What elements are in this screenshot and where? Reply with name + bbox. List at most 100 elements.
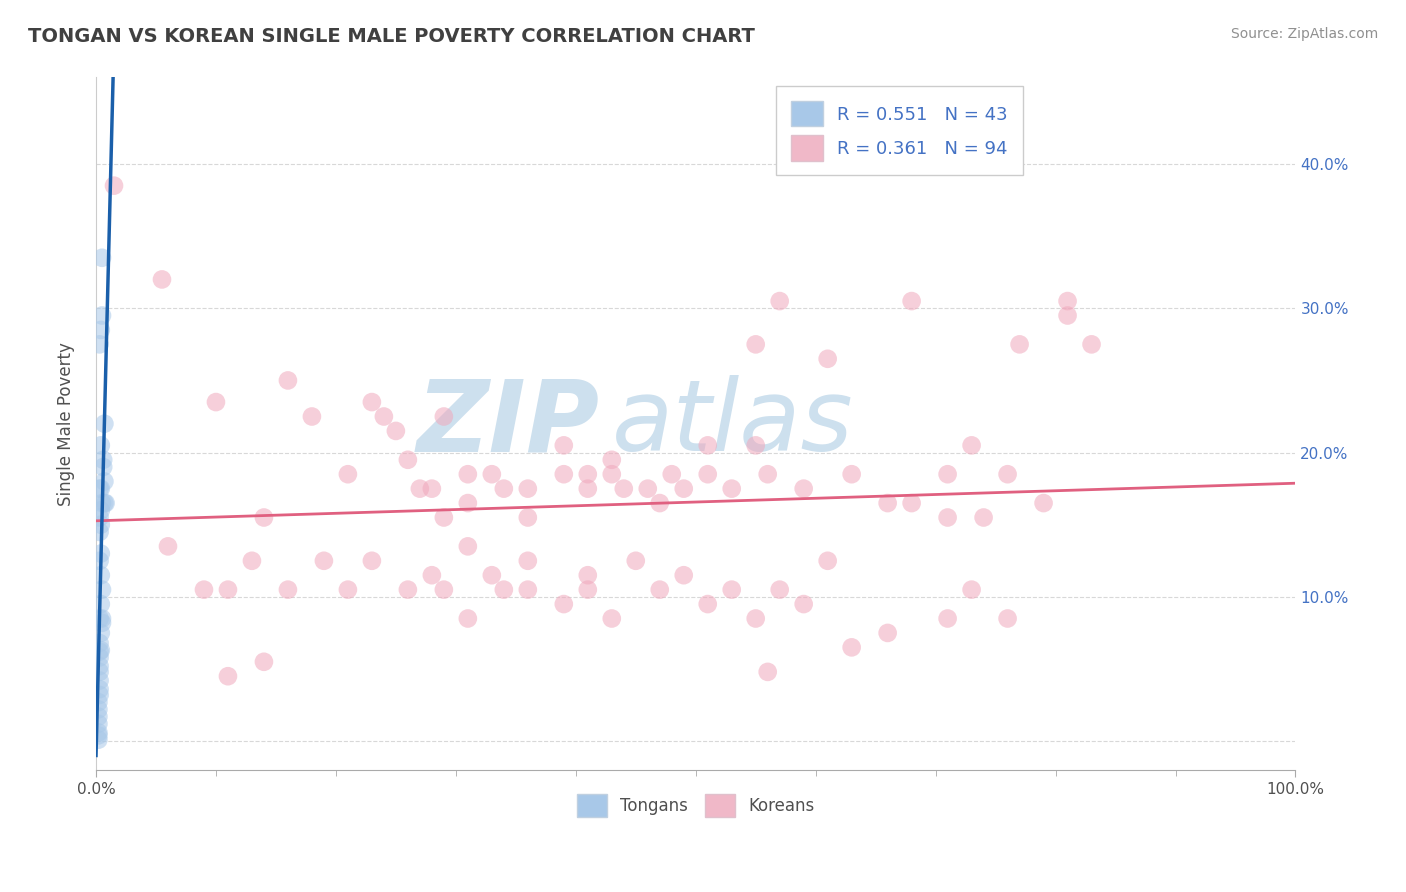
Point [193, 582, 215, 597]
Point [1008, 337, 1031, 351]
Point [672, 482, 695, 496]
Point [87, 728, 110, 742]
Point [420, 482, 443, 496]
Point [756, 467, 779, 482]
Point [89, 337, 111, 351]
Point [720, 582, 742, 597]
Point [150, 272, 173, 286]
Point [433, 409, 456, 424]
Point [93, 475, 115, 489]
Point [576, 568, 599, 582]
Point [744, 611, 766, 625]
Point [516, 554, 538, 568]
Point [900, 294, 922, 309]
Point [91, 582, 114, 597]
Point [87, 716, 110, 731]
Point [457, 496, 479, 510]
Point [696, 467, 718, 482]
Point [87, 695, 110, 709]
Point [385, 424, 408, 438]
Point [90, 503, 112, 517]
Point [91, 251, 114, 265]
Point [156, 540, 179, 554]
Point [973, 510, 995, 524]
Legend: Tongans, Koreans: Tongans, Koreans [571, 787, 821, 824]
Point [793, 597, 815, 611]
Point [91, 496, 114, 510]
Point [90, 323, 112, 337]
Point [89, 524, 111, 539]
Point [253, 510, 276, 524]
Point [89, 554, 111, 568]
Point [93, 417, 115, 431]
Point [960, 582, 983, 597]
Point [672, 568, 695, 582]
Point [301, 409, 323, 424]
Point [90, 568, 112, 582]
Point [312, 554, 335, 568]
Point [433, 510, 456, 524]
Point [648, 582, 671, 597]
Point [217, 669, 239, 683]
Point [481, 467, 503, 482]
Point [336, 467, 359, 482]
Point [769, 294, 792, 309]
Point [900, 496, 922, 510]
Point [793, 482, 815, 496]
Point [997, 611, 1019, 625]
Point [936, 611, 959, 625]
Point [103, 178, 125, 193]
Point [277, 582, 299, 597]
Point [1080, 337, 1102, 351]
Point [360, 395, 382, 409]
Point [876, 496, 898, 510]
Point [841, 640, 863, 655]
Point [217, 582, 239, 597]
Point [817, 351, 839, 366]
Point [492, 482, 515, 496]
Point [91, 611, 114, 625]
Point [90, 482, 112, 496]
Point [457, 611, 479, 625]
Text: TONGAN VS KOREAN SINGLE MALE POVERTY CORRELATION CHART: TONGAN VS KOREAN SINGLE MALE POVERTY COR… [28, 27, 755, 45]
Point [87, 709, 110, 723]
Point [600, 467, 623, 482]
Point [89, 650, 111, 665]
Point [205, 395, 228, 409]
Point [89, 688, 111, 702]
Point [87, 732, 110, 747]
Point [696, 597, 718, 611]
Point [93, 496, 115, 510]
Point [576, 582, 599, 597]
Point [89, 482, 111, 496]
Point [373, 409, 395, 424]
Point [89, 659, 111, 673]
Point [960, 438, 983, 452]
Point [576, 467, 599, 482]
Text: atlas: atlas [612, 376, 853, 472]
Point [997, 467, 1019, 482]
Point [89, 682, 111, 697]
Point [744, 337, 766, 351]
Point [240, 554, 263, 568]
Text: Source: ZipAtlas.com: Source: ZipAtlas.com [1230, 27, 1378, 41]
Point [91, 309, 114, 323]
Point [600, 611, 623, 625]
Point [90, 626, 112, 640]
Point [696, 438, 718, 452]
Point [89, 665, 111, 679]
Point [91, 452, 114, 467]
Point [396, 452, 419, 467]
Point [936, 510, 959, 524]
Point [91, 615, 114, 630]
Point [1032, 496, 1054, 510]
Point [553, 467, 575, 482]
Point [87, 725, 110, 739]
Point [516, 582, 538, 597]
Point [360, 554, 382, 568]
Point [624, 554, 647, 568]
Point [516, 510, 538, 524]
Text: ZIP: ZIP [416, 376, 600, 472]
Point [396, 582, 419, 597]
Point [720, 482, 742, 496]
